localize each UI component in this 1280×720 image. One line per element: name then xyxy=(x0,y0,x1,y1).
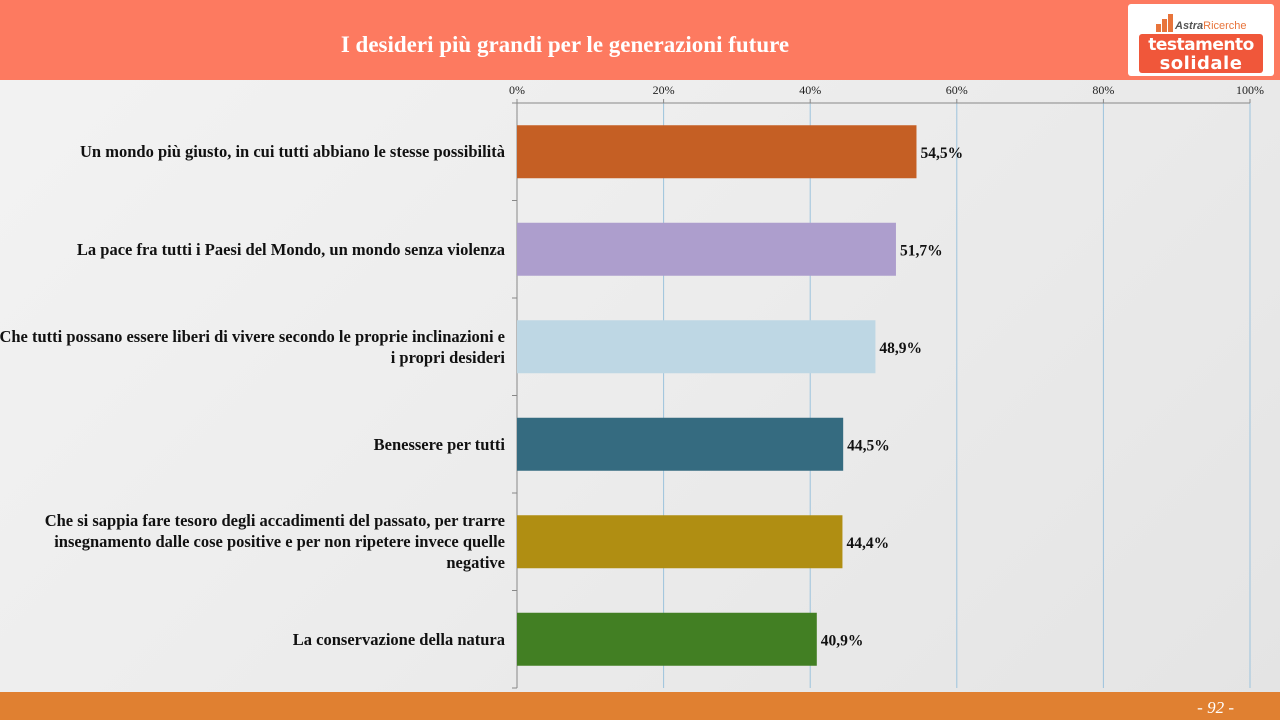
category-label: La pace fra tutti i Paesi del Mondo, un … xyxy=(76,239,505,259)
bar xyxy=(517,612,817,666)
data-label: 40,9% xyxy=(821,632,864,649)
logo-badge: testamento solidale xyxy=(1139,34,1263,73)
data-label: 51,7% xyxy=(900,242,943,259)
bar xyxy=(517,320,876,374)
tick-label: 100% xyxy=(1236,83,1264,97)
page-number: - 92 - xyxy=(1197,698,1234,717)
category-label: La conservazione della natura xyxy=(292,629,505,649)
tick-label: 0% xyxy=(509,83,525,97)
data-label: 54,5% xyxy=(920,145,963,162)
category-label: Che si sappia fare tesoro degli accadime… xyxy=(44,511,505,573)
logo: Astra Ricerche testamento solidale xyxy=(1128,4,1274,76)
bar xyxy=(517,222,896,276)
brand-sub: Ricerche xyxy=(1203,20,1247,32)
page-title: I desideri più grandi per le generazioni… xyxy=(340,32,790,57)
brand-mark: Astra Ricerche xyxy=(1156,8,1247,32)
bar xyxy=(517,125,917,179)
data-label: 44,4% xyxy=(846,535,889,552)
tick-label: 60% xyxy=(946,83,968,97)
bars-logo-icon xyxy=(1156,14,1173,32)
bar xyxy=(517,417,844,471)
header-bar: I desideri più grandi per le generazioni… xyxy=(0,0,1280,80)
tick-label: 20% xyxy=(653,83,675,97)
category-label: Che tutti possano essere liberi di viver… xyxy=(0,326,505,367)
category-label: Un mondo più giusto, in cui tutti abbian… xyxy=(80,142,505,162)
logo-line-1: testamento xyxy=(1148,35,1254,55)
footer-bar: - 92 - xyxy=(0,692,1280,720)
bar xyxy=(517,515,843,569)
tick-label: 80% xyxy=(1092,83,1114,97)
brand-name: Astra xyxy=(1175,20,1204,32)
data-label: 48,9% xyxy=(879,340,922,357)
data-label: 44,5% xyxy=(847,437,890,454)
logo-line-2: solidale xyxy=(1159,53,1243,74)
category-label: Benessere per tutti xyxy=(373,434,505,454)
tick-label: 40% xyxy=(799,83,821,97)
bar-chart: 0% 20% 40% 60% 80% 100% 54,5% 51,7% 48,9% 44,5% 44… xyxy=(509,83,1264,689)
